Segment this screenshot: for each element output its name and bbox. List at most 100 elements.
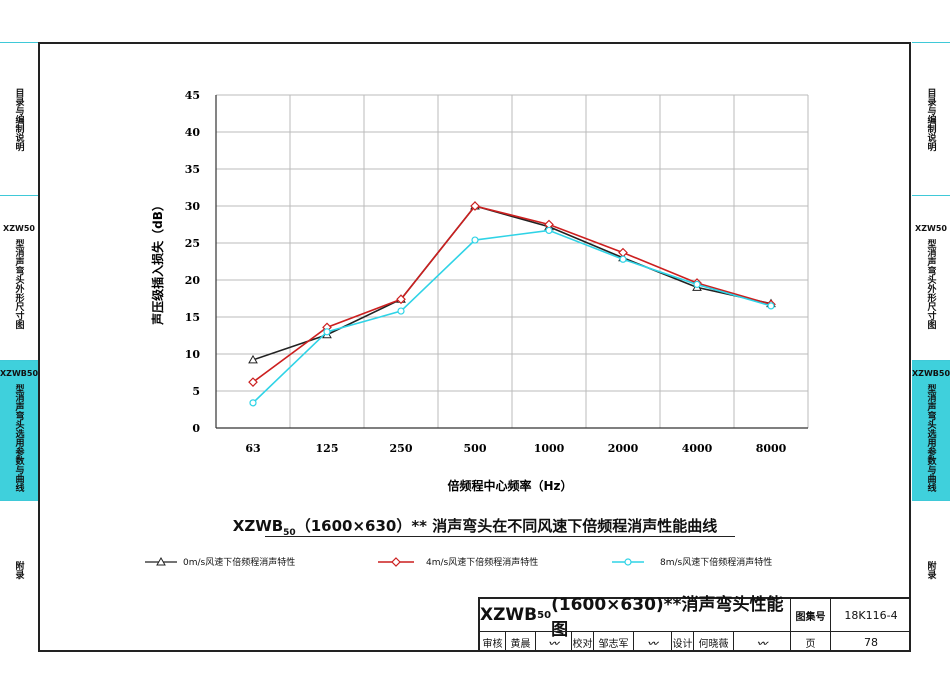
side-tab-code: XZWB50 xyxy=(911,369,950,378)
side-tab-contents[interactable]: 目录与编制说明 xyxy=(0,42,38,195)
tb-page-no: 78 xyxy=(864,635,878,649)
legend-item-8ms: 8m/s风速下倍频程消声特性 xyxy=(612,555,772,568)
title-block-main: XZWB 50 (1600×630)**消声弯头性能图 xyxy=(480,595,790,640)
tb-review-label: 审核 xyxy=(480,632,506,652)
side-tab-xzwb50[interactable]: XZWB50 型消声弯头选用参数与曲线 xyxy=(0,360,38,500)
data-point-diamond xyxy=(470,201,480,211)
tb-designer: 何晓薇 xyxy=(694,632,734,652)
y-tick-label: 10 xyxy=(185,348,201,361)
data-point-diamond xyxy=(248,377,258,387)
side-tab-contents[interactable]: 目录与编制说明 xyxy=(912,42,950,195)
y-tick-labels: 45 40 35 30 25 20 15 10 5 0 xyxy=(185,89,201,435)
legend-item-4ms: 4m/s风速下倍频程消声特性 xyxy=(378,555,538,568)
y-tick-label: 0 xyxy=(192,422,200,435)
chart-axes xyxy=(215,95,808,429)
chart-title: XZWB50（1600×630）** 消声弯头在不同风速下倍频程消声性能曲线 xyxy=(0,515,950,538)
data-point-circle xyxy=(397,307,405,315)
x-tick-label: 8000 xyxy=(756,442,787,455)
y-tick-label: 45 xyxy=(185,89,200,102)
series-line-1 xyxy=(252,205,772,383)
data-point-diamond xyxy=(396,294,406,305)
tb-checker: 邹志军 xyxy=(594,632,634,652)
drawing-frame xyxy=(38,42,911,652)
legend-label: 0m/s风速下倍频程消声特性 xyxy=(183,558,296,568)
tb-signature-row: 审核 黄晨 〰 校对 邹志军 〰 设计 何晓薇 〰 xyxy=(480,632,790,652)
side-tab-xzw50[interactable]: XZW50 型消声弯头外形尺寸图 xyxy=(0,195,38,360)
side-tab-code: XZWB50 xyxy=(0,369,39,378)
legend-marker-triangle xyxy=(145,556,177,565)
tb-vline xyxy=(830,599,831,652)
x-tick-label: 2000 xyxy=(608,442,639,455)
side-tab-label: 目录与编制说明 xyxy=(925,88,936,151)
side-tab-xzw50[interactable]: XZW50 型消声弯头外形尺寸图 xyxy=(912,195,950,360)
y-tick-label: 5 xyxy=(192,385,200,398)
side-tab-label: 附录 xyxy=(13,561,24,579)
x-tick-label: 125 xyxy=(316,442,339,455)
left-side-tabs: 目录与编制说明 XZW50 型消声弯头外形尺寸图 XZWB50 型消声弯头选用参… xyxy=(0,42,38,652)
tb-check-label: 校对 xyxy=(572,632,594,652)
data-point-circle xyxy=(693,280,701,289)
side-tab-xzwb50[interactable]: XZWB50 型消声弯头选用参数与曲线 xyxy=(912,360,950,500)
side-tab-code: XZW50 xyxy=(915,224,947,233)
side-tab-label: 型消声弯头选用参数与曲线 xyxy=(925,384,936,492)
data-point-circle xyxy=(249,399,257,407)
tb-hline xyxy=(480,631,911,632)
x-axis-label: 倍频程中心频率（Hz） xyxy=(447,478,572,493)
chart-title-sub: 50 xyxy=(283,528,296,538)
y-tick-label: 15 xyxy=(185,311,200,324)
data-point-circle xyxy=(545,226,553,235)
series-line-2 xyxy=(252,229,772,404)
y-tick-label: 20 xyxy=(185,274,201,287)
data-point-circle xyxy=(619,255,627,263)
tb-title-sub: 50 xyxy=(537,609,552,621)
chart-title-rest: （1600×630）** 消声弯头在不同风速下倍频程消声性能曲线 xyxy=(295,517,718,535)
data-point-circle xyxy=(323,328,331,336)
legend-marker-diamond xyxy=(378,556,414,567)
chart-svg: 45 40 35 30 25 20 15 10 5 0 63 125 250 500 1000 2000 40… xyxy=(150,89,809,493)
x-tick-label: 4000 xyxy=(682,442,713,455)
chart-title-prefix: XZWB xyxy=(232,517,284,535)
x-tick-label: 500 xyxy=(464,442,487,455)
y-tick-label: 25 xyxy=(185,237,200,250)
legend-marker-circle xyxy=(612,557,644,566)
tb-atlas-label: 图集号 xyxy=(795,611,826,623)
y-axis-label: 声压级插入损失（dB） xyxy=(150,199,165,326)
legend-label: 8m/s风速下倍频程消声特性 xyxy=(660,558,773,568)
legend-item-0ms: 0m/s风速下倍频程消声特性 xyxy=(145,555,295,568)
side-tab-label: 型消声弯头外形尺寸图 xyxy=(13,239,24,329)
y-tick-label: 35 xyxy=(185,163,200,176)
title-block xyxy=(478,597,911,652)
data-point-circle xyxy=(471,236,479,244)
tb-atlas-no: 18K116-4 xyxy=(844,608,898,622)
data-point-diamond xyxy=(618,247,628,258)
y-tick-label: 40 xyxy=(185,126,201,139)
chart-grid xyxy=(216,94,809,428)
tb-title-rest: (1600×630)**消声弯头性能图 xyxy=(551,595,784,640)
legend-label: 4m/s风速下倍频程消声特性 xyxy=(426,558,539,568)
x-tick-labels: 63 125 250 500 1000 2000 4000 8000 xyxy=(245,442,786,455)
y-tick-label: 30 xyxy=(185,200,201,213)
chart-title-underline xyxy=(265,536,735,537)
x-tick-label: 1000 xyxy=(534,442,565,455)
side-tab-appendix[interactable]: 附录 xyxy=(912,500,950,652)
right-side-tabs: 目录与编制说明 XZW50 型消声弯头外形尺寸图 XZWB50 型消声弯头选用参… xyxy=(912,42,950,652)
x-tick-label: 250 xyxy=(390,442,413,455)
side-tab-appendix[interactable]: 附录 xyxy=(0,500,38,652)
side-tab-label: 型消声弯头选用参数与曲线 xyxy=(13,384,24,492)
tb-reviewer: 黄晨 xyxy=(506,632,536,652)
tb-title-prefix: XZWB xyxy=(480,605,538,625)
tb-reviewer-signature: 〰 xyxy=(536,632,572,652)
data-point-triangle xyxy=(248,354,258,364)
tb-page-label: 页 xyxy=(805,638,816,650)
x-tick-label: 63 xyxy=(245,442,260,455)
tb-vline xyxy=(790,599,791,652)
side-tab-label: 目录与编制说明 xyxy=(13,88,24,151)
side-tab-label: 型消声弯头外形尺寸图 xyxy=(925,239,936,329)
tb-design-label: 设计 xyxy=(672,632,694,652)
side-tab-code: XZW50 xyxy=(3,224,35,233)
data-point-circle xyxy=(767,302,775,310)
side-tab-label: 附录 xyxy=(925,561,936,579)
tb-designer-signature: 〰 xyxy=(757,638,767,650)
tb-checker-signature: 〰 xyxy=(634,632,672,652)
chart-series xyxy=(248,200,776,407)
